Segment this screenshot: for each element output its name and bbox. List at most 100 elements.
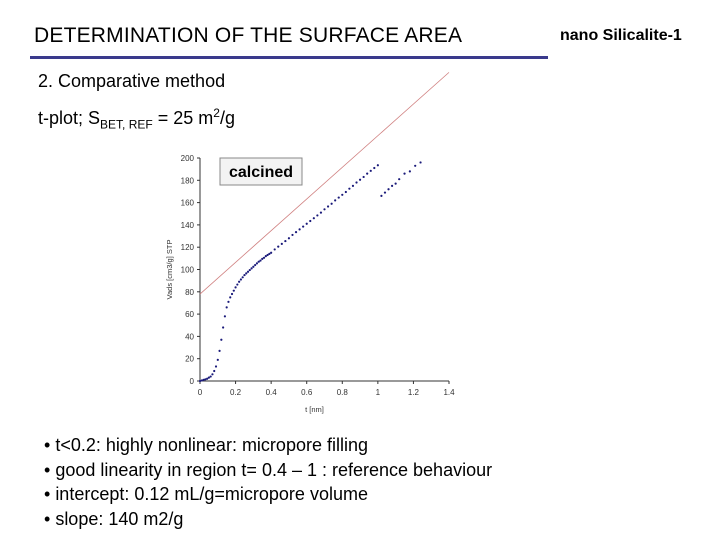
data-point <box>390 184 394 187</box>
data-point <box>387 188 390 191</box>
data-point <box>238 280 241 283</box>
data-point <box>216 358 219 361</box>
title-underline <box>30 56 548 59</box>
data-point <box>257 260 260 263</box>
data-point <box>302 225 305 228</box>
data-point <box>309 219 312 223</box>
data-point <box>207 376 210 379</box>
data-point <box>358 178 362 181</box>
data-point <box>200 379 203 382</box>
data-point <box>277 245 280 248</box>
data-point <box>287 237 291 240</box>
y-tick-label: 20 <box>185 355 194 364</box>
data-point <box>220 338 223 341</box>
y-axis-label: Vads [cm3/g] STP <box>165 240 174 300</box>
data-point <box>344 190 347 194</box>
y-tick-label: 160 <box>181 199 195 208</box>
data-point <box>213 369 216 373</box>
data-point <box>351 184 355 187</box>
data-point <box>218 349 221 352</box>
data-point <box>261 257 264 261</box>
bullet-item: intercept: 0.12 mL/g=micropore volume <box>44 482 492 507</box>
x-tick-label: 1.2 <box>408 388 420 397</box>
data-point <box>266 253 269 257</box>
slide-title: DETERMINATION OF THE SURFACE AREA <box>34 24 463 47</box>
bullet-item: slope: 140 m2/g <box>44 507 492 532</box>
data-point <box>198 379 202 383</box>
calcined-tag-label: calcined <box>229 164 293 181</box>
linear-fit-line <box>199 72 450 295</box>
data-point <box>414 164 417 167</box>
data-point <box>246 270 250 273</box>
data-point <box>366 172 369 175</box>
data-point <box>380 194 383 198</box>
data-point <box>227 300 230 303</box>
y-tick-label: 140 <box>181 221 195 230</box>
data-point <box>284 239 287 243</box>
data-point <box>323 208 326 211</box>
data-point <box>252 265 255 268</box>
data-point <box>211 373 214 376</box>
y-tick-label: 60 <box>185 310 194 319</box>
y-tick-label: 80 <box>185 288 194 297</box>
x-axis-label: t [nm] <box>305 405 324 414</box>
data-point <box>254 263 257 267</box>
data-point <box>262 256 266 259</box>
data-point <box>294 231 298 234</box>
data-point <box>202 378 205 381</box>
data-point <box>305 222 308 225</box>
x-tick-label: 0.8 <box>337 388 349 397</box>
data-point <box>334 199 337 202</box>
data-point <box>239 278 243 281</box>
calcined-tag-box <box>219 157 303 186</box>
data-point <box>255 262 259 265</box>
tplot-superscript: 2 <box>213 106 220 120</box>
data-point <box>298 228 301 231</box>
x-tick-label: 0.6 <box>301 388 313 397</box>
data-point <box>419 161 422 164</box>
data-point <box>291 233 294 237</box>
data-point <box>316 214 319 217</box>
data-point <box>341 193 344 196</box>
slide-tag-nano-silicalite: nano Silicalite-1 <box>560 27 682 44</box>
tplot-mid: = 25 m <box>152 108 214 128</box>
data-point <box>280 242 283 245</box>
data-point <box>236 283 239 286</box>
data-point <box>209 375 212 378</box>
x-tick-label: 0.2 <box>230 388 242 397</box>
data-point <box>268 252 271 255</box>
tplot-subscript: BET, REF <box>100 117 153 132</box>
data-point <box>369 169 372 172</box>
data-point <box>250 267 253 270</box>
data-point <box>394 182 397 185</box>
data-point <box>204 378 207 381</box>
y-tick-label: 40 <box>185 332 194 341</box>
data-point <box>225 306 228 309</box>
section-heading: 2. Comparative method <box>38 71 226 91</box>
data-point <box>230 292 234 296</box>
data-point <box>355 181 358 184</box>
bullet-item: good linearity in region t= 0.4 – 1 : re… <box>44 458 492 483</box>
data-point <box>326 205 330 208</box>
x-tick-label: 0.4 <box>266 388 278 397</box>
data-point <box>222 326 225 329</box>
data-point <box>241 276 244 279</box>
data-point <box>229 296 232 299</box>
x-tick-label: 1 <box>376 388 381 397</box>
tplot-prefix: t-plot; S <box>38 108 101 128</box>
data-point <box>383 191 387 194</box>
data-point <box>206 377 209 380</box>
data-point <box>362 175 365 179</box>
data-point <box>408 170 411 173</box>
data-point <box>232 289 235 292</box>
data-point <box>337 196 340 199</box>
data-point <box>403 172 406 175</box>
data-point <box>273 248 276 251</box>
bullet-list: t<0.2: highly nonlinear: micropore filli… <box>44 433 492 531</box>
data-point <box>319 211 323 214</box>
data-point <box>223 315 226 318</box>
y-tick-label: 0 <box>190 377 195 386</box>
data-point <box>312 217 315 220</box>
x-tick-label: 1.4 <box>443 388 455 397</box>
